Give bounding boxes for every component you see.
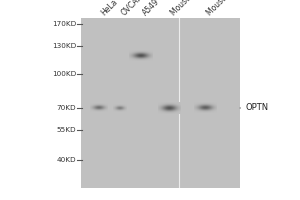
- Text: 70KD: 70KD: [57, 105, 76, 111]
- Text: OPTN: OPTN: [240, 104, 269, 112]
- Text: A549: A549: [141, 0, 161, 17]
- Text: Mouse liver: Mouse liver: [169, 0, 207, 17]
- Text: 40KD: 40KD: [57, 157, 76, 163]
- Text: 100KD: 100KD: [52, 71, 76, 77]
- Text: 55KD: 55KD: [57, 127, 76, 133]
- Text: 170KD: 170KD: [52, 21, 76, 27]
- Text: Mouse heart: Mouse heart: [206, 0, 246, 17]
- Text: OVCAR3: OVCAR3: [120, 0, 149, 17]
- Text: 130KD: 130KD: [52, 43, 76, 49]
- Bar: [81, 18, 240, 188]
- Text: HeLa: HeLa: [99, 0, 119, 17]
